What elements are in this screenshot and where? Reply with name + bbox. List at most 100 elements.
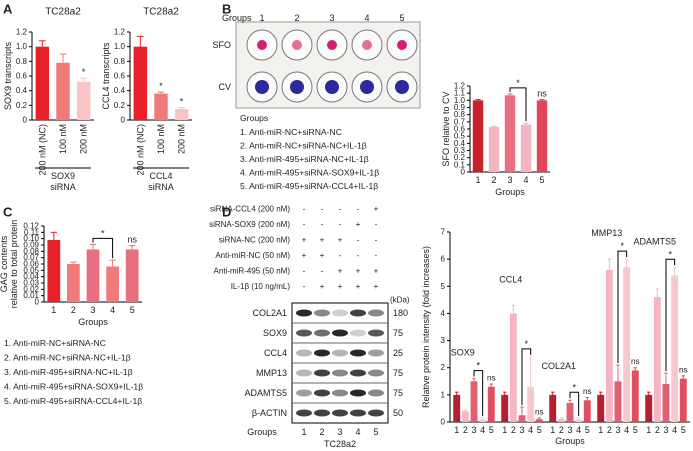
bar <box>479 419 487 422</box>
x-tick-label: 1 <box>502 425 507 435</box>
lane-label: 2 <box>319 427 324 437</box>
y-tick-label: 0.6 <box>454 125 466 134</box>
y-tick-label: 3 <box>441 336 446 345</box>
band <box>368 409 384 417</box>
group-label: CCL4 <box>499 274 522 284</box>
x-tick-label: 2 <box>607 425 612 435</box>
x-tick-label: 3 <box>90 305 95 315</box>
kda-label: 50 <box>393 408 403 418</box>
band <box>350 409 366 417</box>
treatment-label: Anti-miR-NC (50 nM) <box>215 251 290 260</box>
plate-lane: 1 <box>259 13 264 23</box>
bar <box>106 266 119 302</box>
plate-header: Groups <box>222 13 252 23</box>
kda-label: 75 <box>393 328 403 338</box>
bar <box>662 384 670 422</box>
panel-letter: A <box>3 2 13 17</box>
band <box>332 309 348 317</box>
treatment-mark: + <box>374 205 379 214</box>
bar <box>520 124 532 172</box>
groups-label: Groups <box>247 427 277 437</box>
y-tick-label: 2 <box>441 363 446 372</box>
x-tick-label: 2 <box>559 425 564 435</box>
y-tick-label: 0.2 <box>16 101 28 110</box>
y-tick-label: 0.07 <box>23 253 39 262</box>
group-label: MMP13 <box>591 228 622 238</box>
treatment-label: siRNA-CCL4 (200 nM) <box>210 205 290 214</box>
treatment-mark: - <box>357 236 360 245</box>
treatment-mark: - <box>321 205 324 214</box>
group-label: siRNA <box>50 182 76 192</box>
x-tick-label: 1 <box>454 425 459 435</box>
y-axis-label: CCL4 transcripts <box>101 42 111 110</box>
bar <box>488 126 500 172</box>
bar <box>583 400 591 422</box>
panel-letter: D <box>222 205 231 220</box>
treatment-mark: + <box>374 267 379 276</box>
band <box>314 349 330 357</box>
bar <box>56 62 70 120</box>
x-tick-label: 3 <box>567 425 572 435</box>
x-tick-label: 2 <box>655 425 660 435</box>
group-label: CCL4 <box>149 171 172 181</box>
annotation: ns <box>679 365 687 374</box>
bar <box>76 81 91 120</box>
kda-unit: (kDa) <box>390 296 410 305</box>
y-tick-label: 0.04 <box>23 272 39 281</box>
y-tick-label: 0 <box>461 168 466 177</box>
treatment-mark: + <box>356 282 361 291</box>
x-tick-label: 1 <box>475 175 480 185</box>
bar <box>470 381 478 422</box>
bar <box>597 394 605 422</box>
legend-item: 1. Anti-miR-NC+siRNA-NC <box>4 338 106 348</box>
band <box>296 309 312 317</box>
y-tick-label: 0.4 <box>454 139 466 148</box>
y-tick-label: 0.10 <box>23 234 39 243</box>
kda-label: 25 <box>393 348 403 358</box>
well-stain <box>362 40 372 50</box>
x-tick-label: 5 <box>130 305 135 315</box>
y-tick-label: 1.1 <box>454 89 466 98</box>
bar <box>501 394 509 422</box>
x-tick-label: 4 <box>672 425 677 435</box>
band <box>350 349 366 357</box>
treatment-mark: + <box>320 251 325 260</box>
chart-title: TC28a2 <box>143 7 179 18</box>
legend-item: 4. Anti-miR-495+siRNA-SOX9+IL-1β <box>4 382 143 392</box>
x-tick-label: 1 <box>51 305 56 315</box>
bar <box>631 370 639 422</box>
y-axis-label: GAG contents <box>0 235 9 292</box>
y-tick-label: 1 <box>441 390 446 399</box>
plate-lane: 4 <box>364 13 369 23</box>
x-tick-label: 4 <box>576 425 581 435</box>
y-tick-label: 4 <box>441 309 446 318</box>
lane-label: 4 <box>355 427 360 437</box>
protein-label: CCL4 <box>264 348 287 358</box>
x-tick-label: 4 <box>624 425 629 435</box>
band <box>296 329 312 337</box>
x-tick-label: 4 <box>523 175 528 185</box>
y-axis-label: relative to total protein <box>9 220 19 309</box>
well-stain <box>257 40 267 50</box>
treatment-mark: - <box>303 205 306 214</box>
lane-label: 3 <box>337 427 342 437</box>
annotation: * <box>82 67 86 77</box>
y-tick-label: 0.2 <box>114 101 126 110</box>
y-tick-label: 0.6 <box>16 72 28 81</box>
annotation: * <box>621 241 625 251</box>
well-stain <box>325 80 339 94</box>
annotation: * <box>159 81 163 91</box>
y-tick-label: 0.8 <box>454 110 466 119</box>
annotation: * <box>477 361 481 371</box>
annotation: * <box>180 97 184 107</box>
treatment-label: siRNA-SOX9 (200 nM) <box>209 220 290 229</box>
x-tick-label: 4 <box>110 305 115 315</box>
band <box>332 349 348 357</box>
x-tick-label: 200 nM <box>177 124 187 154</box>
x-tick-label: 5 <box>489 425 494 435</box>
treatment-label: siRNA-NC (200 nM) <box>219 236 290 245</box>
band <box>350 329 366 337</box>
bar <box>645 394 653 422</box>
y-tick-label: 0.6 <box>114 72 126 81</box>
